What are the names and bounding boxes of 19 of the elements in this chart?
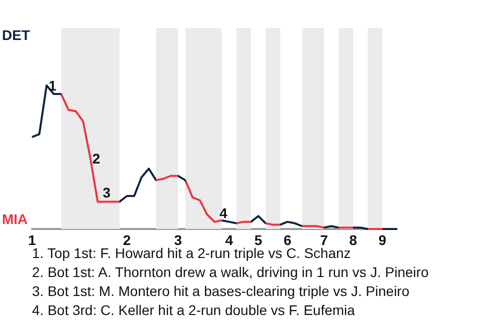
x-tick-label: 9	[378, 232, 386, 248]
text: DET	[2, 27, 30, 43]
x-tick-label: 5	[254, 232, 262, 248]
annotation: 2	[92, 150, 100, 167]
annotation: 4	[220, 204, 228, 221]
text: MIA	[2, 211, 28, 227]
x-tick-label: 8	[349, 232, 358, 248]
x-tick-label: 4	[225, 232, 234, 248]
text: 4. Bot 3rd: C. Keller hit a 2-run double vs F. Eufemia	[32, 302, 356, 318]
x-tick-label: 3	[174, 232, 182, 248]
text: 3. Bot 1st: M. Montero hit a bases-clearing triple vs J. Pineiro	[32, 283, 410, 299]
text: 2. Bot 1st: A. Thornton drew a walk, driving in 1 run vs J. Pineiro	[32, 264, 429, 280]
x-tick-label: 7	[320, 232, 328, 248]
text: 1. Top 1st: F. Howard hit a 2-run triple vs C. Schanz	[32, 245, 351, 261]
annotation: 1	[48, 77, 57, 94]
x-tick-label: 1	[28, 232, 36, 248]
x-tick-label: 6	[284, 232, 292, 248]
x-tick-label: 2	[123, 232, 131, 248]
annotation: 3	[102, 184, 111, 201]
